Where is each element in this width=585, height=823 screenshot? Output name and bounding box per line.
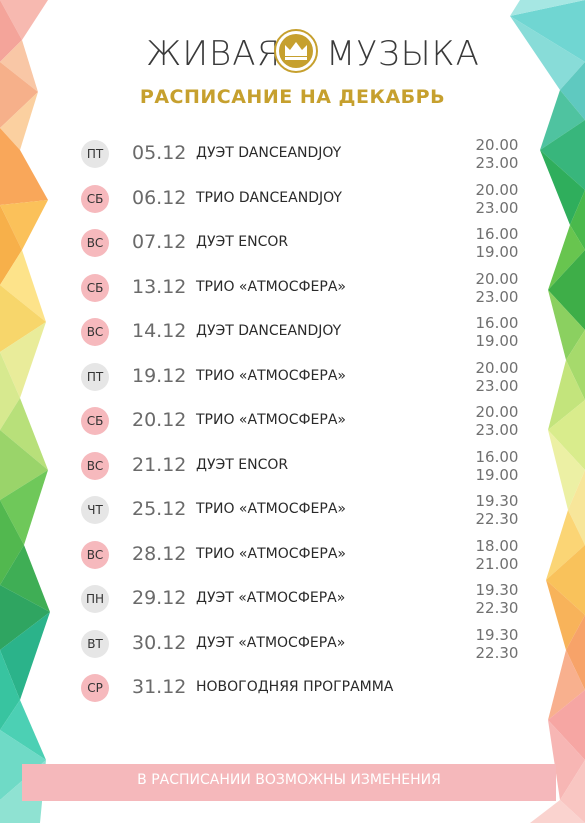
schedule-row: СБ 20.12 ТРИО «АТМОСФЕРА» 20.00 23.00 xyxy=(0,403,585,451)
event-title: ДУЭТ ENCOR xyxy=(196,234,289,250)
time-end: 19.00 xyxy=(475,243,519,261)
event-date: 05.12 xyxy=(132,142,187,164)
day-badge: СБ xyxy=(81,407,109,435)
event-time: 19.30 22.30 xyxy=(462,581,532,617)
time-start: 19.30 xyxy=(475,581,519,599)
event-time: 20.00 23.00 xyxy=(462,270,532,306)
event-time: 16.00 19.00 xyxy=(462,225,532,261)
event-title: ДУЭТ DANCEANDJOY xyxy=(196,323,342,339)
time-start: 18.00 xyxy=(475,536,519,555)
time-start: 20.00 xyxy=(475,358,519,377)
schedule-row: ВС 21.12 ДУЭТ ENCOR 16.00 19.00 xyxy=(0,448,585,496)
event-title: ДУЭТ ENCOR xyxy=(196,456,289,473)
day-badge: ПТ xyxy=(81,140,109,168)
event-time: 18.00 21.00 xyxy=(462,537,532,573)
time-start: 20.00 xyxy=(475,180,519,199)
event-time: 20.00 23.00 xyxy=(462,359,532,395)
day-badge: СБ xyxy=(81,184,109,213)
schedule-row: СБ 13.12 ТРИО «АТМОСФЕРА» 20.00 23.00 xyxy=(0,270,585,318)
header: ЖИВАЯ МУЗЫКА xyxy=(0,28,585,78)
day-badge: ВС xyxy=(81,451,109,480)
time-end: 23.00 xyxy=(475,198,519,217)
event-title: ДУЭТ «АТМОСФЕРА» xyxy=(196,590,346,606)
time-end: 21.00 xyxy=(475,554,519,573)
time-end: 19.00 xyxy=(475,465,519,484)
event-title: ТРИО «АТМОСФЕРА» xyxy=(196,412,346,428)
day-badge: ВС xyxy=(81,540,109,569)
time-end: 23.00 xyxy=(475,421,519,439)
time-end: 23.00 xyxy=(475,376,519,395)
event-title: ТРИО «АТМОСФЕРА» xyxy=(196,545,346,562)
time-end: 23.00 xyxy=(475,154,519,172)
schedule-row: ПН 29.12 ДУЭТ «АТМОСФЕРА» 19.30 22.30 xyxy=(0,581,585,629)
event-title: ДУЭТ «АТМОСФЕРА» xyxy=(196,634,346,651)
day-badge: ПН xyxy=(81,585,109,613)
time-start: 20.00 xyxy=(475,269,519,288)
event-time: 20.00 23.00 xyxy=(462,403,532,439)
time-start: 16.00 xyxy=(475,314,519,332)
schedule-row: ЧТ 25.12 ТРИО «АТМОСФЕРА» 19.30 22.30 xyxy=(0,492,585,540)
event-date: 19.12 xyxy=(132,364,187,387)
footer-note: В РАСПИСАНИИ ВОЗМОЖНЫ ИЗМЕНЕНИЯ xyxy=(137,772,441,788)
schedule-row: ВС 14.12 ДУЭТ DANCEANDJOY 16.00 19.00 xyxy=(0,314,585,362)
day-badge: СР xyxy=(81,674,109,702)
time-start: 19.30 xyxy=(475,625,519,644)
event-title: НОВОГОДНЯЯ ПРОГРАММА xyxy=(196,679,394,695)
time-start: 16.00 xyxy=(475,225,519,243)
title-left: ЖИВАЯ xyxy=(146,34,282,74)
schedule-row: ВТ 30.12 ДУЭТ «АТМОСФЕРА» 19.30 22.30 xyxy=(0,626,585,674)
event-title: ДУЭТ DANCEANDJOY xyxy=(196,145,342,161)
time-end: 22.30 xyxy=(475,599,519,617)
day-badge: ВТ xyxy=(81,629,109,658)
event-date: 13.12 xyxy=(132,275,187,298)
day-badge: ЧТ xyxy=(81,496,109,524)
footer-bar: В РАСПИСАНИИ ВОЗМОЖНЫ ИЗМЕНЕНИЯ xyxy=(22,764,556,801)
event-title: ТРИО DANCEANDJOY xyxy=(196,189,342,206)
schedule-row: ПТ 05.12 ДУЭТ DANCEANDJOY 20.00 23.00 xyxy=(0,136,585,184)
schedule-row: СР 31.12 НОВОГОДНЯЯ ПРОГРАММА xyxy=(0,674,585,718)
event-time: 20.00 23.00 xyxy=(462,136,532,172)
day-badge: ВС xyxy=(81,229,109,257)
event-time: 20.00 23.00 xyxy=(462,181,532,217)
event-title: ТРИО «АТМОСФЕРА» xyxy=(196,367,346,384)
page-subtitle: РАСПИСАНИЕ НА ДЕКАБРЬ xyxy=(139,86,446,108)
title-right: МУЗЫКА xyxy=(326,34,480,74)
event-time: 19.30 22.30 xyxy=(462,492,532,528)
event-date: 14.12 xyxy=(132,320,187,342)
time-end: 19.00 xyxy=(475,332,519,350)
event-date: 29.12 xyxy=(132,587,187,609)
event-date: 20.12 xyxy=(132,409,187,431)
schedule-row: ВС 28.12 ТРИО «АТМОСФЕРА» 18.00 21.00 xyxy=(0,537,585,585)
event-date: 25.12 xyxy=(132,498,187,520)
event-date: 07.12 xyxy=(132,231,187,253)
event-date: 28.12 xyxy=(132,542,187,565)
schedule-row: СБ 06.12 ТРИО DANCEANDJOY 20.00 23.00 xyxy=(0,181,585,229)
day-badge: ВС xyxy=(81,318,109,346)
day-badge: ПТ xyxy=(81,362,109,391)
time-end: 23.00 xyxy=(475,287,519,306)
event-date: 21.12 xyxy=(132,453,187,476)
event-time: 16.00 19.00 xyxy=(462,448,532,484)
time-end: 22.30 xyxy=(475,510,519,528)
event-time: 16.00 19.00 xyxy=(462,314,532,350)
event-title: ТРИО «АТМОСФЕРА» xyxy=(196,501,346,517)
time-start: 19.30 xyxy=(475,492,519,510)
time-start: 20.00 xyxy=(475,403,519,421)
event-title: ТРИО «АТМОСФЕРА» xyxy=(196,278,346,295)
time-start: 16.00 xyxy=(475,447,519,466)
event-time: 19.30 22.30 xyxy=(462,626,532,662)
time-end: 22.30 xyxy=(475,643,519,662)
schedule-row: ВС 07.12 ДУЭТ ENCOR 16.00 19.00 xyxy=(0,225,585,273)
time-start: 20.00 xyxy=(475,136,519,154)
crown-icon xyxy=(274,29,318,73)
day-badge: СБ xyxy=(81,273,109,302)
schedule-row: ПТ 19.12 ТРИО «АТМОСФЕРА» 20.00 23.00 xyxy=(0,359,585,407)
event-date: 06.12 xyxy=(132,186,187,209)
event-date: 30.12 xyxy=(132,631,187,654)
event-date: 31.12 xyxy=(132,676,187,698)
